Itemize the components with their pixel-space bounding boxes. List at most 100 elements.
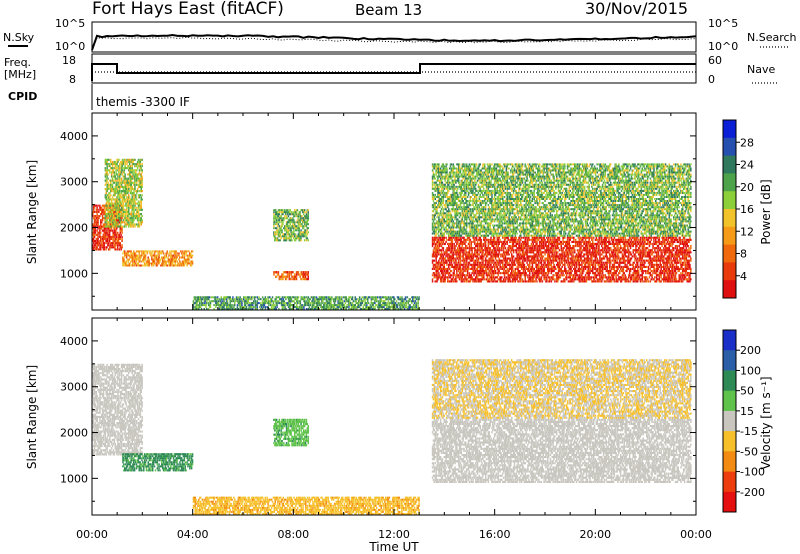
data-cell	[100, 208, 103, 211]
data-cell	[524, 272, 526, 275]
data-cell	[237, 300, 240, 303]
data-cell	[136, 165, 138, 168]
data-cell	[355, 300, 357, 303]
data-cell	[194, 298, 196, 301]
data-cell	[540, 261, 543, 264]
data-cell	[275, 213, 277, 216]
data-cell	[514, 267, 517, 270]
freq-line	[91, 63, 696, 81]
data-cell	[527, 249, 529, 252]
data-cell	[362, 308, 364, 310]
data-cell	[538, 245, 540, 248]
data-cell	[509, 240, 511, 243]
data-cell	[521, 240, 524, 243]
data-cell	[295, 277, 298, 281]
data-cell	[236, 304, 239, 307]
data-cell	[169, 264, 171, 267]
data-cell	[307, 277, 309, 281]
data-cell	[315, 298, 318, 301]
data-cell	[118, 169, 120, 172]
data-cell	[119, 183, 121, 186]
data-cell	[121, 229, 123, 232]
data-cell	[344, 302, 347, 305]
data-cell	[142, 254, 144, 257]
data-cell	[301, 308, 303, 310]
data-cell	[274, 217, 276, 220]
data-cell	[141, 171, 143, 174]
data-cell	[248, 304, 250, 307]
data-cell	[235, 296, 238, 299]
data-cell	[188, 254, 190, 257]
data-cell	[305, 213, 308, 216]
data-cell	[294, 227, 297, 230]
data-cell	[457, 236, 460, 239]
data-cell	[220, 302, 222, 305]
data-cell	[455, 251, 457, 254]
data-cell	[113, 227, 115, 230]
data-cell	[122, 171, 125, 174]
data-cell	[142, 258, 144, 261]
data-cell	[485, 238, 488, 241]
data-cell	[136, 215, 138, 218]
data-cell	[106, 194, 108, 197]
data-cell	[516, 265, 518, 268]
data-cell	[93, 219, 96, 222]
data-cell	[276, 229, 279, 232]
data-cell	[165, 252, 168, 255]
data-cell	[130, 250, 132, 253]
data-cell	[390, 300, 392, 303]
data-cell	[390, 298, 392, 301]
data-cell	[127, 196, 129, 199]
data-cell	[94, 244, 97, 247]
data-cell	[120, 217, 122, 220]
data-cell	[499, 267, 501, 270]
data-cell	[167, 258, 169, 261]
data-cell	[486, 238, 489, 241]
data-cell	[329, 296, 331, 299]
data-cell	[269, 296, 271, 299]
data-cell	[304, 233, 307, 236]
data-cell	[298, 219, 300, 222]
data-cell	[180, 262, 183, 265]
data-cell	[190, 254, 193, 257]
data-cell	[434, 247, 436, 250]
data-cell	[475, 255, 478, 258]
data-cell	[453, 242, 455, 245]
data-cell	[100, 219, 102, 222]
data-cell	[509, 257, 511, 260]
data-cell	[484, 270, 486, 273]
data-cell	[486, 251, 489, 254]
data-cell	[447, 249, 449, 252]
data-cell	[294, 302, 296, 305]
data-cell	[512, 280, 515, 283]
data-cell	[449, 255, 452, 258]
data-cell	[331, 296, 333, 299]
data-cell	[121, 235, 123, 238]
data-cell	[278, 211, 281, 214]
data-cell	[170, 252, 172, 255]
data-cell	[486, 261, 489, 264]
data-cell	[130, 158, 133, 161]
data-cell	[440, 267, 443, 270]
data-cell	[131, 219, 133, 222]
data-cell	[108, 198, 110, 201]
data-cell	[337, 308, 339, 310]
data-cell	[331, 306, 333, 309]
data-cell	[461, 274, 463, 277]
data-cell	[173, 260, 176, 263]
data-cell	[471, 265, 473, 268]
data-cell	[186, 262, 188, 265]
data-cell	[122, 210, 125, 213]
data-cell	[297, 302, 300, 305]
data-cell	[260, 302, 262, 305]
data-cell	[288, 235, 291, 238]
data-cell	[349, 296, 351, 299]
data-cell	[466, 247, 469, 250]
data-cell	[361, 308, 364, 310]
data-cell	[107, 235, 109, 238]
data-cell	[247, 300, 249, 303]
data-cell	[513, 240, 516, 243]
data-cell	[115, 225, 117, 228]
data-cell	[319, 304, 321, 307]
data-cell	[245, 302, 248, 305]
